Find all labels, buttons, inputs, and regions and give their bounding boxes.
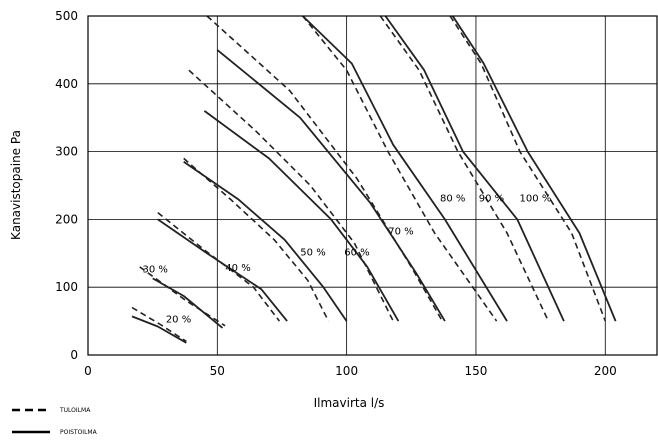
series-line-solid-70 [216, 49, 446, 322]
x-tick-label: 100 [335, 364, 358, 378]
series-lines [131, 15, 617, 344]
series-line-dashed-60 [188, 69, 394, 322]
x-tick-label: 0 [84, 364, 92, 378]
y-axis-title: Kanavistopaine Pa [9, 130, 23, 240]
curve-label: 60 % [344, 248, 369, 259]
series-line-solid-20 [131, 315, 187, 344]
x-tick-label: 50 [210, 364, 225, 378]
series-line-dashed-100 [449, 15, 607, 322]
curve-label: 80 % [440, 193, 465, 204]
x-tick-label: 150 [465, 364, 488, 378]
y-tick-label: 300 [55, 145, 78, 159]
series-line-dashed-70 [206, 15, 443, 322]
curve-label: 90 % [479, 193, 504, 204]
legend-label-poistoilma: POISTOILMA [60, 429, 98, 436]
tick-labels: 0 50 100 150 200 0 100 200 300 400 500 [55, 9, 617, 378]
curve-label: 20 % [166, 315, 191, 326]
curve-label: 100 % [520, 193, 552, 204]
series-line-dashed-50 [183, 157, 330, 322]
curve-label: 50 % [300, 248, 325, 259]
curve-label: 30 % [143, 265, 168, 276]
y-tick-label: 100 [55, 280, 78, 294]
curve-label: 40 % [225, 263, 250, 274]
series-line-solid-90 [384, 15, 565, 322]
legend-label-tuloilma: TULOILMA [59, 407, 91, 414]
plot-frame [87, 15, 658, 356]
x-axis-title: Ilmavirta l/s [314, 396, 385, 410]
y-tick-label: 200 [55, 212, 78, 226]
grid-lines [88, 16, 657, 355]
series-line-solid-30 [152, 277, 224, 329]
series-line-dashed-80 [302, 15, 498, 322]
series-line-solid-80 [302, 15, 508, 322]
series-line-solid-60 [203, 110, 400, 322]
curve-label: 70 % [388, 227, 413, 238]
y-tick-label: 500 [55, 9, 78, 23]
series-line-solid-40 [157, 218, 288, 322]
x-tick-label: 200 [594, 364, 617, 378]
series-line-solid-100 [451, 15, 617, 322]
series-line-solid-50 [183, 161, 348, 322]
series-line-dashed-20 [131, 306, 187, 343]
legend: TULOILMA POISTOILMA [12, 407, 98, 436]
y-tick-label: 400 [55, 77, 78, 91]
y-tick-label: 0 [70, 348, 78, 362]
series-line-dashed-90 [379, 15, 550, 322]
curve-labels: 20 % 30 % 40 % 50 % 60 % 70 % 80 % 90 % 100 % [143, 193, 552, 325]
